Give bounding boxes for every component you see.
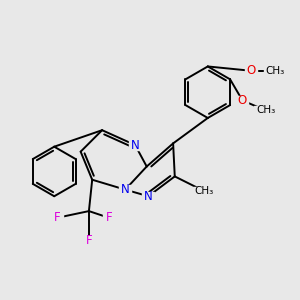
Text: CH₃: CH₃ — [266, 66, 285, 76]
Text: CH₃: CH₃ — [256, 105, 275, 116]
Text: O: O — [238, 94, 247, 107]
Bar — [236, 96, 248, 105]
Text: O: O — [246, 64, 255, 77]
Text: CH₃: CH₃ — [195, 186, 214, 196]
Bar — [103, 213, 115, 222]
Text: F: F — [54, 211, 61, 224]
Bar — [264, 66, 287, 75]
Bar — [83, 236, 95, 245]
Bar — [52, 213, 64, 222]
Bar — [119, 185, 131, 194]
Text: N: N — [121, 183, 130, 196]
Bar — [245, 66, 257, 75]
Text: F: F — [105, 211, 112, 224]
Text: F: F — [85, 234, 92, 247]
Text: N: N — [144, 190, 153, 203]
Bar — [193, 187, 216, 196]
Bar — [142, 192, 154, 201]
Bar — [129, 140, 141, 150]
Text: N: N — [131, 139, 140, 152]
Bar — [254, 106, 278, 115]
